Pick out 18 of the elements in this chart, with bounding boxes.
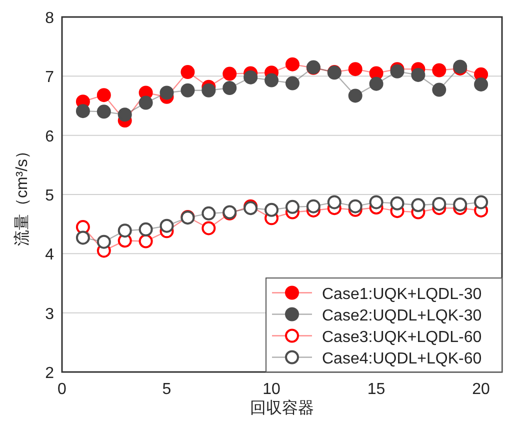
legend-label: Case3:UQK+LQDL-60: [322, 328, 482, 346]
x-axis-title: 回収容器: [250, 399, 314, 417]
legend-label: Case4:UQDL+LQK-60: [322, 350, 482, 368]
x-tick-label: 15: [367, 381, 386, 398]
x-tick-label: 20: [472, 381, 490, 398]
legend-label: Case1:UQK+LQDL-30: [322, 286, 482, 303]
x-tick-label: 10: [262, 381, 281, 398]
x-tick-label: 5: [162, 381, 172, 398]
y-tick-label: 3: [45, 306, 54, 323]
y-axis-title: 流量（cm³/s）: [13, 142, 31, 246]
x-tick-label: 0: [58, 381, 67, 398]
y-tick-label: 2: [45, 365, 54, 382]
y-tick-label: 4: [45, 246, 54, 264]
y-tick-label: 7: [45, 69, 54, 86]
y-tick-label: 8: [45, 10, 54, 27]
legend-label: Case2:UQDL+LQK-30: [322, 307, 482, 324]
y-tick-label: 5: [45, 188, 54, 204]
y-tick-label: 6: [45, 128, 54, 146]
